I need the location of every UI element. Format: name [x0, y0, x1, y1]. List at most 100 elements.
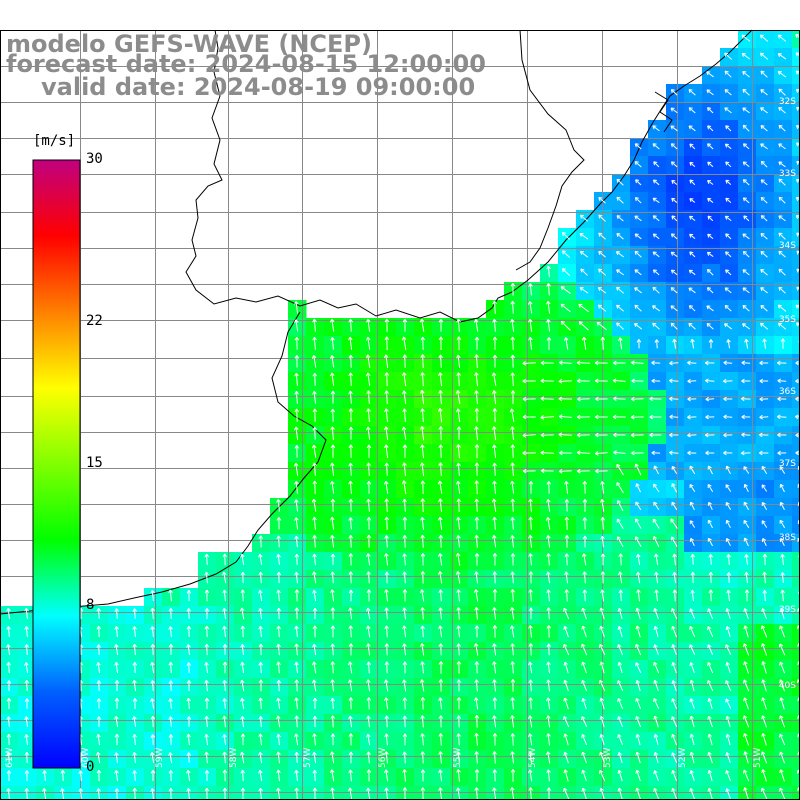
wind-arrow	[581, 336, 587, 350]
wind-arrow	[741, 360, 751, 366]
wind-arrow	[312, 318, 317, 332]
wind-arrow	[294, 301, 299, 314]
field-cell	[792, 282, 800, 301]
wind-arrow	[384, 318, 390, 332]
wind-arrow	[635, 179, 642, 186]
wind-arrow	[294, 336, 300, 350]
colorbar	[32, 159, 81, 769]
field-cell	[792, 588, 800, 607]
wind-arrow	[634, 143, 642, 150]
wind-arrow	[760, 233, 768, 240]
wind-arrow	[759, 360, 769, 366]
latitude-label: 36S	[779, 387, 796, 397]
wind-arrow	[760, 215, 768, 222]
wind-arrow	[708, 339, 714, 349]
wind-arrow	[777, 360, 787, 366]
wind-arrow	[724, 323, 732, 330]
wind-arrow	[689, 143, 696, 150]
wind-arrow	[778, 196, 786, 204]
wind-arrow	[596, 321, 607, 331]
wind-arrow	[579, 287, 589, 294]
wind-arrow	[634, 323, 643, 330]
valid-date: valid date: 2024-08-19 09:00:00	[41, 73, 476, 101]
wind-arrow	[540, 360, 554, 366]
wind-arrow	[724, 89, 732, 96]
wind-arrow	[778, 250, 786, 258]
wind-arrow	[742, 323, 750, 330]
field-cell	[792, 696, 800, 715]
wind-arrow	[616, 215, 624, 222]
wind-arrow	[670, 269, 678, 276]
wind-arrow	[294, 355, 300, 368]
latitude-label: 40S	[779, 681, 796, 691]
wind-arrow	[777, 322, 787, 330]
wind-arrow	[456, 354, 461, 368]
field-cell	[792, 732, 800, 751]
wind-arrow	[561, 268, 571, 276]
field-cell	[792, 264, 800, 283]
wind-arrow	[597, 304, 607, 312]
wind-arrow	[616, 196, 624, 204]
wind-arrow	[598, 197, 606, 204]
wind-arrow	[652, 251, 660, 258]
wind-arrow	[634, 250, 642, 258]
wind-arrow	[724, 107, 732, 114]
wind-arrow	[724, 215, 732, 222]
wind-arrow	[528, 336, 533, 350]
wind-arrow	[546, 283, 551, 296]
wind-arrow	[688, 89, 696, 96]
field-cell	[792, 138, 800, 157]
wind-arrow	[616, 286, 624, 294]
wind-arrow	[528, 318, 533, 332]
wind-arrow	[760, 143, 768, 150]
wind-arrow	[690, 338, 695, 349]
wind-arrow	[598, 214, 606, 222]
wind-arrow	[760, 89, 768, 96]
wind-arrow	[652, 143, 660, 150]
field-cell	[792, 300, 800, 319]
wind-arrow	[348, 318, 353, 332]
wind-arrow	[576, 360, 590, 366]
wind-arrow	[671, 197, 678, 203]
wind-arrow	[706, 71, 714, 78]
wind-arrow	[743, 215, 750, 222]
colorbar-tick-label: 8	[86, 596, 95, 613]
wind-arrow	[420, 336, 426, 350]
wind-arrow	[401, 336, 407, 350]
wind-arrow	[492, 354, 498, 368]
wind-arrow	[706, 268, 714, 276]
field-cell	[792, 318, 800, 337]
wind-arrow	[348, 354, 354, 368]
wind-arrow	[670, 251, 678, 258]
wind-arrow	[652, 233, 660, 240]
wind-arrow	[671, 179, 678, 185]
wind-arrow	[742, 124, 750, 132]
wind-arrow	[725, 197, 732, 204]
wind-arrow	[329, 318, 335, 332]
wind-arrow	[706, 323, 714, 330]
field-cell	[792, 552, 800, 571]
wind-arrow	[438, 318, 444, 332]
wind-arrow	[726, 339, 731, 349]
field-cell	[792, 84, 800, 103]
wind-arrow	[778, 215, 786, 222]
wind-arrow	[742, 107, 750, 114]
uruguay-coast-and-border	[185, 29, 753, 323]
wind-arrow	[724, 287, 732, 294]
wind-arrow	[778, 286, 786, 294]
longitude-label: 52W	[678, 748, 688, 768]
wind-arrow	[438, 336, 444, 350]
wind-arrow	[742, 179, 750, 186]
wind-arrow	[383, 354, 389, 368]
wind-arrow	[742, 143, 750, 150]
wind-arrow	[725, 125, 732, 132]
field-cell	[792, 750, 800, 769]
wind-arrow	[705, 360, 715, 366]
wind-arrow	[616, 232, 624, 240]
wind-arrow	[707, 161, 714, 168]
wind-arrow	[670, 305, 678, 312]
field-cell	[792, 336, 800, 355]
wind-arrow	[598, 250, 606, 258]
wind-arrow	[420, 354, 426, 369]
longitude-label: 61W	[5, 748, 15, 768]
